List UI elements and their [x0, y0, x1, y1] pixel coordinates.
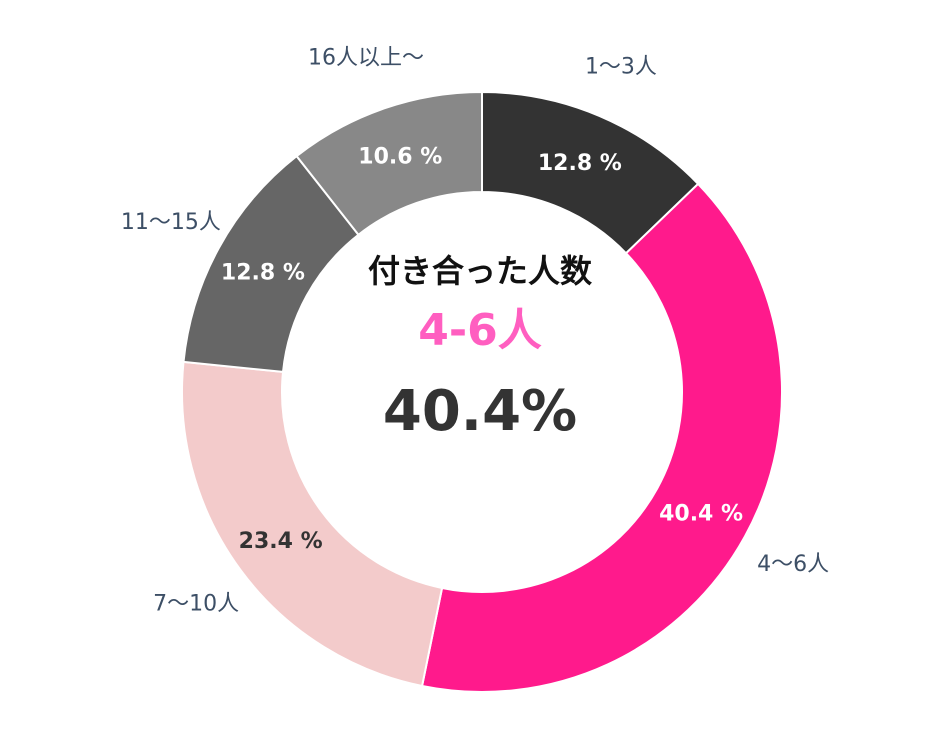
- donut-slice: [295, 90, 483, 237]
- donut-slice: [420, 182, 784, 693]
- donut-slice: [181, 360, 444, 688]
- category-labels: 1～3人 4～6人 7～10人 11～15人 16人以上～: [121, 46, 829, 617]
- slice-percent-label: 12.8 %: [538, 151, 622, 176]
- donut-slices: [181, 90, 784, 693]
- slice-category-label: 11～15人: [121, 210, 221, 235]
- slice-percent-label: 12.8 %: [221, 261, 305, 286]
- center-title: 付き合った人数: [368, 252, 593, 290]
- slice-percent-labels: 12.8 % 40.4 % 23.4 % 12.8 % 10.6 %: [221, 145, 743, 554]
- slice-percent-label: 40.4 %: [659, 501, 743, 526]
- slice-category-label: 4～6人: [757, 552, 829, 577]
- center-highlight-percent: 40.4%: [383, 379, 577, 444]
- slice-category-label: 7～10人: [153, 591, 239, 616]
- slice-percent-label: 10.6 %: [358, 145, 442, 170]
- center-highlight-category: 4-6人: [418, 305, 542, 356]
- slice-category-label: 16人以上～: [308, 46, 424, 71]
- slice-category-label: 1～3人: [585, 54, 657, 79]
- slice-percent-label: 23.4 %: [239, 529, 323, 554]
